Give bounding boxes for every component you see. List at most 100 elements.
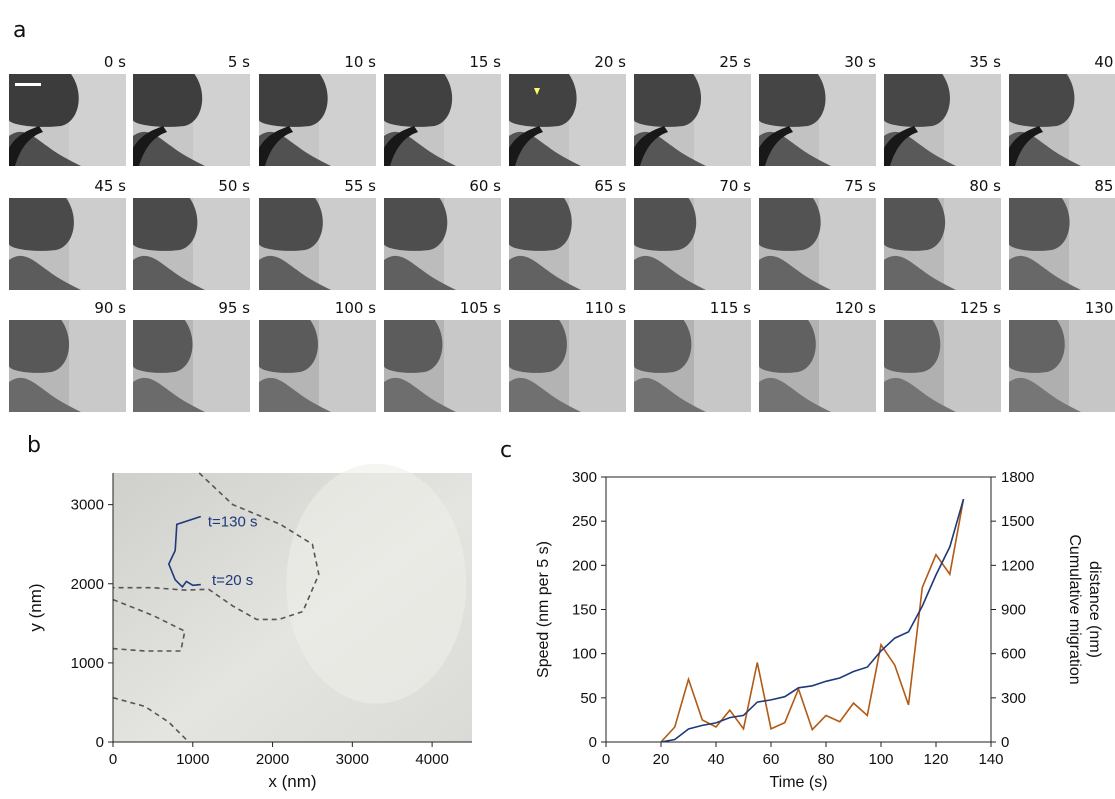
- frame-time-label: 55 s: [344, 177, 376, 195]
- afm-frame-light-region: [944, 198, 1001, 290]
- cell-protrusion-shape: [759, 255, 831, 290]
- cell-protrusion-shape: [634, 255, 706, 290]
- afm-frame-light-region: [694, 198, 751, 290]
- afm-frame-image: [384, 320, 501, 412]
- dark-edge-shape: [509, 126, 543, 166]
- afm-frame-light-region: [1069, 198, 1115, 290]
- y-axis-label: y (nm): [26, 583, 45, 631]
- afm-frame-light-region: [444, 320, 501, 412]
- frame-time-label: 90 s: [94, 299, 126, 317]
- right-tick-label: 1500: [1001, 513, 1034, 530]
- afm-frame-light-region: [569, 198, 626, 290]
- cell-body-shape: [634, 74, 702, 127]
- speed-distance-chart: 0 20 40 60 80 100 120 1400501001502002503000300…: [535, 469, 1103, 791]
- afm-frame-image: [634, 74, 751, 166]
- cell-body-shape: [259, 320, 318, 373]
- afm-frame: [759, 320, 876, 412]
- dark-edge-shape: [634, 126, 668, 166]
- afm-frame-image: [9, 198, 126, 290]
- right-tick-label: 1800: [1001, 469, 1034, 486]
- afm-frame: [9, 74, 126, 166]
- cell-body-shape: [759, 198, 821, 251]
- afm-frame-image: [133, 198, 250, 290]
- frame-time-label: 125 s: [959, 299, 1001, 317]
- frame-time-label: 80 s: [969, 177, 1001, 195]
- cell-protrusion-shape: [133, 377, 205, 412]
- afm-frame-light-region: [569, 320, 626, 412]
- left-tick-label: 150: [572, 602, 597, 619]
- afm-frame: [259, 198, 376, 290]
- afm-frame: [1009, 198, 1115, 290]
- frame-time-label: 15 s: [469, 53, 501, 71]
- afm-frame-light-region: [69, 74, 126, 166]
- afm-frame-image: [509, 198, 626, 290]
- frame-time-label: 50 s: [218, 177, 250, 195]
- afm-frame-image: [759, 320, 876, 412]
- cell-protrusion-shape: [259, 377, 331, 412]
- panel-label-c: c: [500, 438, 513, 463]
- afm-frame-image: [259, 320, 376, 412]
- afm-frame-image: [133, 74, 250, 166]
- afm-frame-light-region: [193, 320, 250, 412]
- frame-time-label: 95 s: [218, 299, 250, 317]
- left-tick-label: 300: [572, 469, 597, 486]
- frame-time-label: 60 s: [469, 177, 501, 195]
- afm-frame: [509, 74, 626, 166]
- cell-body-shape: [384, 198, 448, 251]
- cell-boundary-line: [113, 472, 320, 621]
- arrowhead-icon: [534, 88, 540, 95]
- afm-frame-light-region: [319, 320, 376, 412]
- afm-frame: [1009, 320, 1115, 412]
- afm-frame-light-region: [1069, 320, 1115, 412]
- dark-edge-shape: [1009, 126, 1043, 166]
- afm-frame-light-region: [319, 198, 376, 290]
- frame-time-label: 10 s: [344, 53, 376, 71]
- afm-frame-image: [133, 320, 250, 412]
- right-tick-label: 0: [1001, 734, 1009, 751]
- left-axis-label: Speed (nm per 5 s): [535, 541, 552, 678]
- right-tick-label: 900: [1001, 602, 1026, 619]
- trajectory-line: [167, 515, 202, 589]
- cell-boundary-line: [112, 598, 186, 652]
- afm-frame-light-region: [819, 198, 876, 290]
- cell-body-shape: [884, 198, 946, 251]
- afm-frame: [9, 198, 126, 290]
- afm-frame: [259, 74, 376, 166]
- afm-frame-image: [384, 198, 501, 290]
- cell-protrusion-shape: [884, 377, 956, 412]
- scale-bar: [15, 83, 41, 86]
- cell-body-shape: [634, 198, 697, 251]
- afm-frame-light-region: [193, 74, 250, 166]
- afm-frame: [384, 74, 501, 166]
- cell-body-shape: [259, 74, 328, 127]
- x-tick-label: 100: [868, 751, 893, 768]
- cell-protrusion-shape: [259, 255, 331, 290]
- cell-body-shape: [509, 198, 572, 251]
- left-tick-label: 250: [572, 513, 597, 530]
- afm-frame-image: [384, 74, 501, 166]
- frame-time-label: 85 s: [1094, 177, 1115, 195]
- afm-frame-light-region: [69, 320, 126, 412]
- x-axis-label: Time (s): [769, 774, 827, 791]
- cell-boundary-line: [112, 696, 190, 743]
- afm-frame-light-region: [1069, 74, 1115, 166]
- x-tick-label: 140: [978, 751, 1003, 768]
- afm-frame: [9, 320, 126, 412]
- afm-frame-light-region: [944, 320, 1001, 412]
- afm-frame-light-region: [569, 74, 626, 166]
- afm-frame-light-region: [444, 198, 501, 290]
- right-axis-label: distance (nm): [1086, 561, 1103, 658]
- afm-frame-light-region: [319, 74, 376, 166]
- afm-frame-image: [884, 198, 1001, 290]
- frame-time-label: 30 s: [844, 53, 876, 71]
- afm-frame-light-region: [444, 74, 501, 166]
- x-tick-label: 60: [763, 751, 780, 768]
- afm-frame: [509, 198, 626, 290]
- afm-frame-light-region: [69, 198, 126, 290]
- light-region: [286, 463, 467, 704]
- afm-frame: [634, 74, 751, 166]
- x-tick-label: 1000: [176, 751, 209, 768]
- x-axis-label: x (nm): [268, 772, 316, 791]
- afm-frame-image: [634, 320, 751, 412]
- cell-protrusion-shape: [509, 377, 581, 412]
